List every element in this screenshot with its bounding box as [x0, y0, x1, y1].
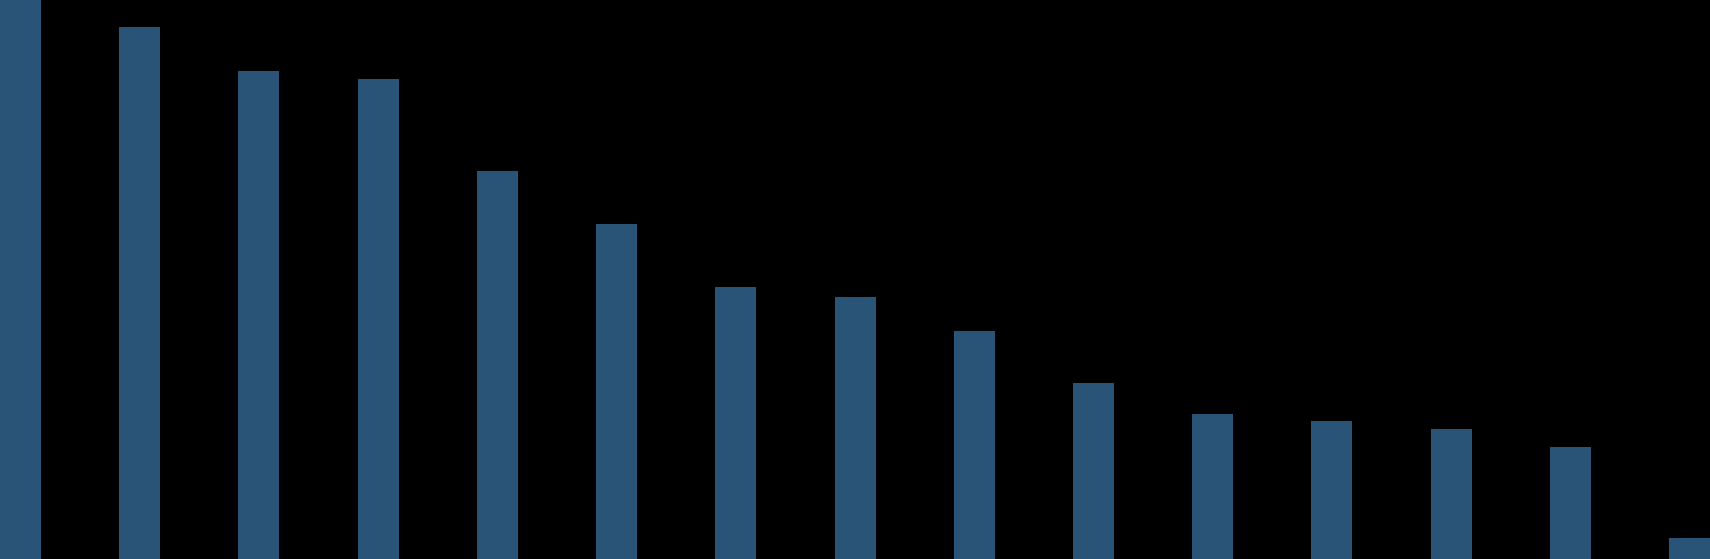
bar-chart [0, 0, 1710, 559]
bar [238, 71, 279, 559]
bar [1192, 414, 1233, 559]
bar [596, 224, 637, 559]
bar [0, 0, 41, 559]
bar [1073, 383, 1114, 559]
bars-container [0, 0, 1710, 559]
bar [358, 79, 399, 559]
bar [1669, 538, 1710, 559]
bar [835, 297, 876, 559]
bar [954, 331, 995, 559]
bar [1431, 429, 1472, 559]
bar [119, 27, 160, 559]
bar [715, 287, 756, 559]
bar [1311, 421, 1352, 559]
bar [1550, 447, 1591, 559]
bar [477, 171, 518, 559]
